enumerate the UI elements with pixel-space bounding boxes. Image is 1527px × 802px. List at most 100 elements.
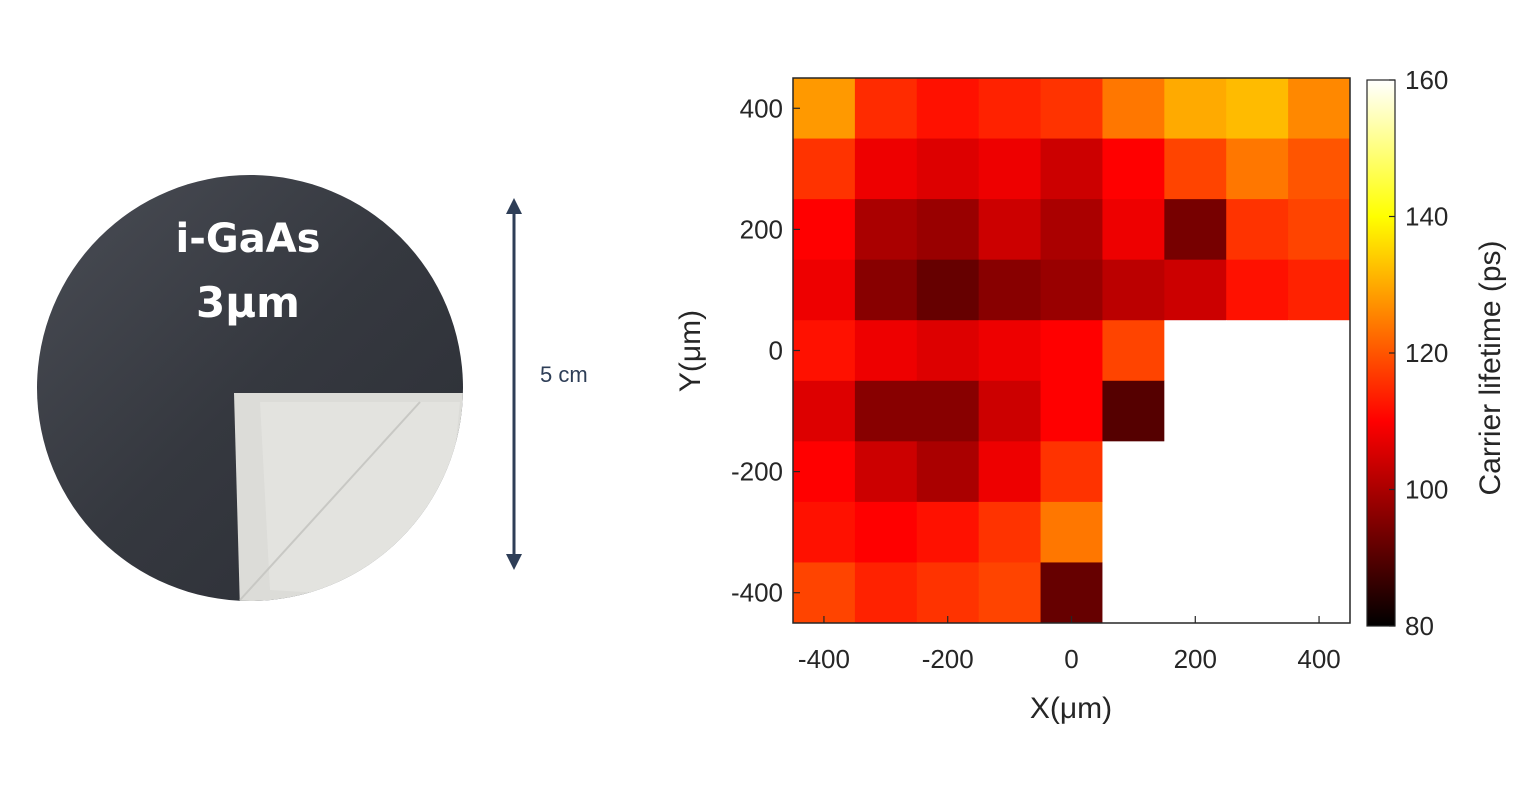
y-tick-label: 200 [740, 214, 783, 244]
wafer-material-label: i-GaAs [175, 216, 321, 262]
heatmap-cell [793, 441, 856, 503]
heatmap-cell [1164, 259, 1227, 321]
heatmap-cell [1164, 138, 1227, 200]
x-tick-label: -200 [922, 644, 974, 674]
heatmap-cell [978, 199, 1042, 261]
heatmap-cell [1164, 501, 1227, 563]
colorbar-tick-label: 80 [1405, 611, 1434, 641]
wafer-thickness-label: 3µm [196, 278, 300, 327]
colorbar-label: Carrier lifetime (ps) [1474, 240, 1507, 495]
heatmap-cell [854, 138, 918, 200]
heatmap-cell [1040, 441, 1103, 503]
heatmap-cell [978, 501, 1042, 563]
heatmap-cell [1288, 259, 1351, 321]
heatmap-cell [854, 441, 918, 503]
heatmap-cell [1040, 562, 1103, 624]
y-tick-label: 400 [740, 93, 783, 123]
heatmap-cell [1288, 320, 1351, 382]
heatmap-cell [854, 501, 918, 563]
heatmap-cell [978, 380, 1042, 442]
y-axis-ticks: 400 200 0 -200 -400 [731, 93, 800, 608]
heatmap-cell [1102, 501, 1165, 563]
heatmap-cell [1040, 138, 1103, 200]
heatmap-cell [978, 441, 1042, 503]
heatmap-cell [1226, 380, 1289, 442]
heatmap-cell [1164, 199, 1227, 261]
y-tick-label: 0 [769, 336, 783, 366]
heatmap-cell [1226, 78, 1289, 140]
x-tick-label: -400 [798, 644, 850, 674]
heatmap-cell [1102, 78, 1165, 140]
heatmap-cell [1164, 562, 1227, 624]
heatmap-cell [1288, 199, 1351, 261]
heatmap-cell [1164, 78, 1227, 140]
heatmap-cell [916, 259, 980, 321]
heatmap-cell [1040, 320, 1103, 382]
heatmap-cell [1288, 380, 1351, 442]
colorbar-ticks: 160 140 120 100 80 [1389, 65, 1448, 641]
heatmap-cell [1102, 441, 1165, 503]
heatmap-cell [793, 320, 856, 382]
heatmap-cell [793, 138, 856, 200]
x-axis-label: X(μm) [1030, 692, 1112, 725]
heatmap-cell [1164, 320, 1227, 382]
heatmap-cell [1226, 441, 1289, 503]
heatmap-cell [1164, 380, 1227, 442]
heatmap-cell [1040, 199, 1103, 261]
heatmap-cell [1288, 562, 1351, 624]
heatmap-cell [1226, 501, 1289, 563]
colorbar-tick-label: 120 [1405, 338, 1448, 368]
heatmap-cell [1288, 501, 1351, 563]
colorbar-tick-label: 160 [1405, 65, 1448, 95]
heatmap-cell [1226, 199, 1289, 261]
heatmap-cell [916, 199, 980, 261]
heatmap-cell [916, 78, 980, 140]
heatmap-cell [1040, 259, 1103, 321]
scale-arrow-head-up [506, 198, 522, 214]
scale-label: 5 cm [540, 362, 588, 387]
heatmap-cell [1288, 78, 1351, 140]
y-axis-label: Y(μm) [674, 310, 707, 392]
heatmap-cell [1040, 501, 1103, 563]
heatmap-cell [1226, 320, 1289, 382]
y-tick-label: -200 [731, 457, 783, 487]
heatmap-cell [1226, 138, 1289, 200]
heatmap-cell [978, 78, 1042, 140]
heatmap-cell [1102, 138, 1165, 200]
heatmap-cell [793, 259, 856, 321]
scale-arrow-head-down [506, 554, 522, 570]
heatmap-cell [916, 138, 980, 200]
heatmap-cell [854, 380, 918, 442]
heatmap-cell [1102, 562, 1165, 624]
heatmap-cell [1040, 78, 1103, 140]
heatmap-cell [854, 259, 918, 321]
heatmap-cell [854, 320, 918, 382]
heatmap-cell [793, 501, 856, 563]
heatmap-cell [1226, 562, 1289, 624]
heatmap-cell [1102, 199, 1165, 261]
heatmap-cell [1164, 441, 1227, 503]
heatmap-cell [793, 78, 856, 140]
heatmap-cell [916, 562, 980, 624]
x-axis-ticks: -400 -200 0 200 400 [798, 616, 1341, 674]
heatmap-cell [916, 501, 980, 563]
heatmap-cell [978, 138, 1042, 200]
heatmap-cell [978, 320, 1042, 382]
heatmap-cell [854, 78, 918, 140]
heatmap-cell [916, 380, 980, 442]
x-tick-label: 0 [1064, 644, 1078, 674]
heatmap-cell [916, 441, 980, 503]
heatmap-cell [1102, 320, 1165, 382]
heatmap-cell [978, 562, 1042, 624]
heatmap-cell [1226, 259, 1289, 321]
heatmap-cell [793, 380, 856, 442]
heatmap-cell [1040, 380, 1103, 442]
x-tick-label: 200 [1174, 644, 1217, 674]
heatmap-cell [854, 562, 918, 624]
x-tick-label: 400 [1297, 644, 1340, 674]
heatmap-cell [1288, 138, 1351, 200]
heatmap-cell [1102, 259, 1165, 321]
heatmap-cells [793, 78, 1351, 624]
